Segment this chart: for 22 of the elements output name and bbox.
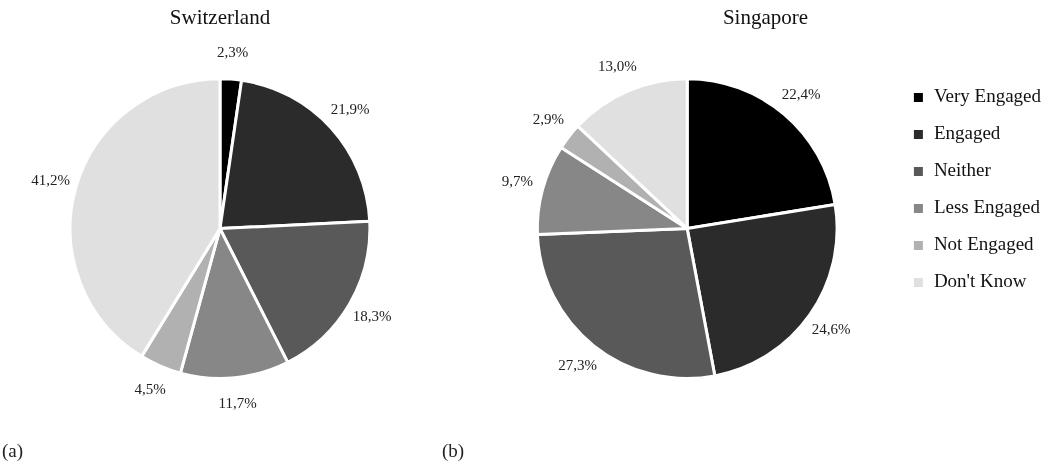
legend-label: Neither <box>933 159 992 181</box>
data-label: 4,5% <box>134 380 166 397</box>
legend-label: Not Engaged <box>933 233 1035 255</box>
data-label: 13,0% <box>597 58 637 75</box>
data-label: 22,4% <box>781 85 821 102</box>
data-label: 41,2% <box>31 171 71 188</box>
chart-title: Singapore <box>722 5 809 30</box>
legend-label: Less Engaged <box>933 196 1041 218</box>
legend-label: Very Engaged <box>933 85 1042 107</box>
data-label: 21,9% <box>330 101 370 118</box>
data-label: 11,7% <box>218 394 257 411</box>
legend-label: Engaged <box>933 122 1001 144</box>
data-label: 2,9% <box>532 111 565 128</box>
chart-title: Switzerland <box>169 5 271 30</box>
data-label: 9,7% <box>501 173 534 190</box>
legend-label: Don't Know <box>933 270 1027 292</box>
data-label: 2,3% <box>217 44 249 61</box>
data-label: 24,6% <box>811 320 851 337</box>
text: (b) <box>442 440 465 462</box>
data-label: 18,3% <box>352 307 392 324</box>
text: (a) <box>2 440 24 462</box>
data-label: 27,3% <box>558 357 597 374</box>
